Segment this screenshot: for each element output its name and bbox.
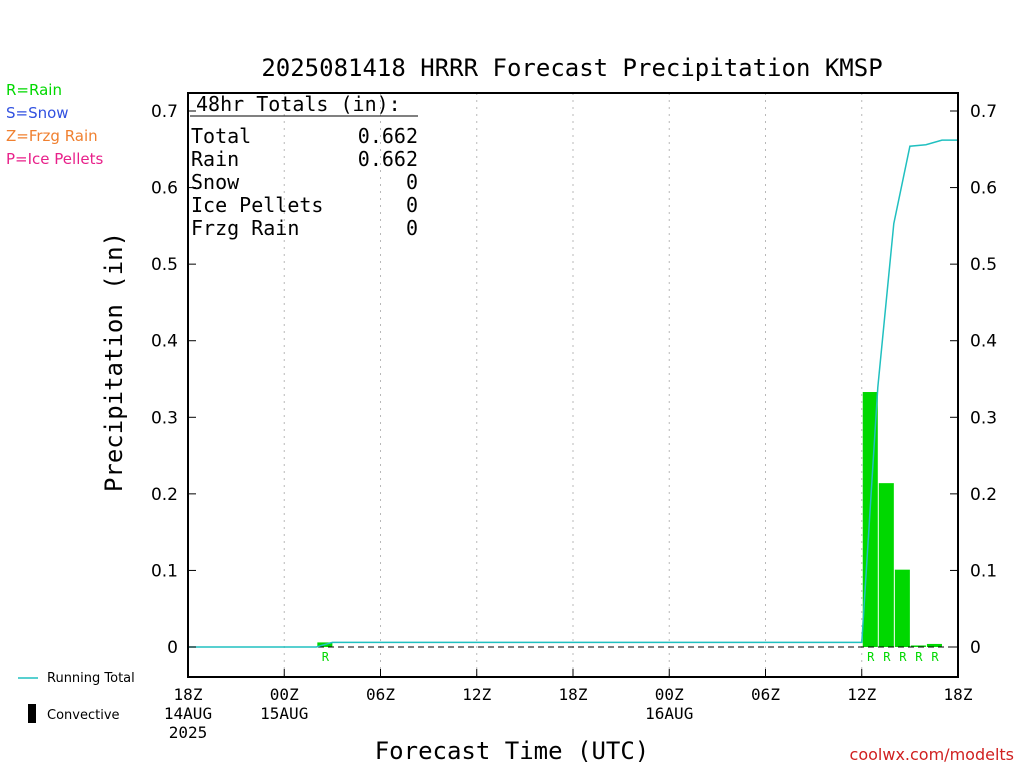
precip-type-label: R: [322, 650, 330, 664]
totals-row-value: 0: [406, 216, 418, 240]
precip-bar: [878, 483, 894, 647]
y-tick-label-left: 0.4: [151, 332, 178, 352]
y-axis-left: 0 0.1 0.2 0.3 0.4 0.5 0.6 0.7: [151, 102, 196, 658]
x-tick-label: 18Z: [559, 685, 588, 704]
x-tick-label: 16AUG: [645, 704, 693, 723]
precip-type-label: R: [899, 650, 907, 664]
credit-url: coolwx.com/modelts: [849, 745, 1014, 764]
y-axis-right: 0 0.1 0.2 0.3 0.4 0.5 0.6 0.7: [950, 102, 997, 658]
x-tick-label: 06Z: [366, 685, 395, 704]
precip-type-label: R: [915, 650, 923, 664]
x-tick-label: 12Z: [847, 685, 876, 704]
precip-bar: [910, 645, 926, 647]
totals-row-label: Rain: [191, 147, 239, 171]
y-tick-label-left: 0.2: [151, 485, 178, 505]
y-tick-label-right: 0.6: [970, 179, 997, 199]
totals-rows: Total 0.662 Rain 0.662 Snow 0 Ice Pellets 0 Frzg…: [191, 124, 418, 240]
y-tick-label-left: 0.7: [151, 102, 178, 122]
bottom-legend: Running Total Convective: [18, 671, 135, 723]
totals-row-label: Frzg Rain: [191, 216, 299, 240]
totals-row-label: Total: [191, 124, 251, 148]
running-total-legend-label: Running Total: [47, 671, 135, 686]
legend-rain: R=Rain: [6, 81, 62, 99]
y-tick-label-left: 0.3: [151, 408, 178, 428]
y-axis-label: Precipitation (in): [100, 232, 128, 492]
precip-bar: [926, 643, 942, 647]
precip-type-label: R: [931, 650, 939, 664]
chart-title: 2025081418 HRRR Forecast Precipitation K…: [261, 54, 882, 82]
plot-frame: [187, 92, 959, 678]
x-tick-label: 2025: [169, 723, 208, 742]
y-tick-label-right: 0: [970, 638, 981, 658]
y-tick-label-left: 0.1: [151, 561, 178, 581]
y-tick-label-left: 0.6: [151, 179, 178, 199]
legend-frzg-rain: Z=Frzg Rain: [6, 127, 98, 145]
totals-row-value: 0.662: [358, 147, 418, 171]
totals-row-label: Snow: [191, 170, 240, 194]
totals-header: 48hr Totals (in):: [196, 92, 401, 116]
totals-row-value: 0: [406, 170, 418, 194]
precip-type-label: R: [883, 650, 891, 664]
legend-ice-pellets: P=Ice Pellets: [6, 150, 104, 168]
legend-snow: S=Snow: [6, 104, 69, 122]
y-tick-label-right: 0.2: [970, 485, 997, 505]
convective-swatch: [28, 704, 36, 723]
grid-lines: [283, 93, 863, 677]
x-tick-label: 12Z: [462, 685, 491, 704]
y-tick-label-left: 0: [167, 638, 178, 658]
x-axis-label: Forecast Time (UTC): [375, 737, 650, 765]
totals-row-value: 0.662: [358, 124, 418, 148]
precip-bars: [317, 392, 942, 647]
x-tick-label: 18Z: [174, 685, 203, 704]
y-tick-label-right: 0.5: [970, 255, 997, 275]
x-tick-label: 00Z: [655, 685, 684, 704]
x-tick-label: 06Z: [751, 685, 780, 704]
y-tick-label-right: 0.7: [970, 102, 997, 122]
x-tick-label: 14AUG: [164, 704, 212, 723]
totals-row-label: Ice Pellets: [191, 193, 323, 217]
totals-row-value: 0: [406, 193, 418, 217]
convective-legend-label: Convective: [47, 708, 120, 723]
y-tick-label-right: 0.3: [970, 408, 997, 428]
x-tick-label: 18Z: [944, 685, 973, 704]
x-tick-label: 00Z: [270, 685, 299, 704]
x-tick-label: 15AUG: [260, 704, 308, 723]
y-tick-label-right: 0.1: [970, 561, 997, 581]
y-tick-label-right: 0.4: [970, 332, 997, 352]
running-total-line: [188, 139, 958, 648]
precip-type-label: R: [867, 650, 875, 664]
y-tick-label-left: 0.5: [151, 255, 178, 275]
totals-box: 48hr Totals (in): Total 0.662 Rain 0.662 Sno…: [190, 92, 418, 240]
precip-bar: [894, 569, 910, 647]
